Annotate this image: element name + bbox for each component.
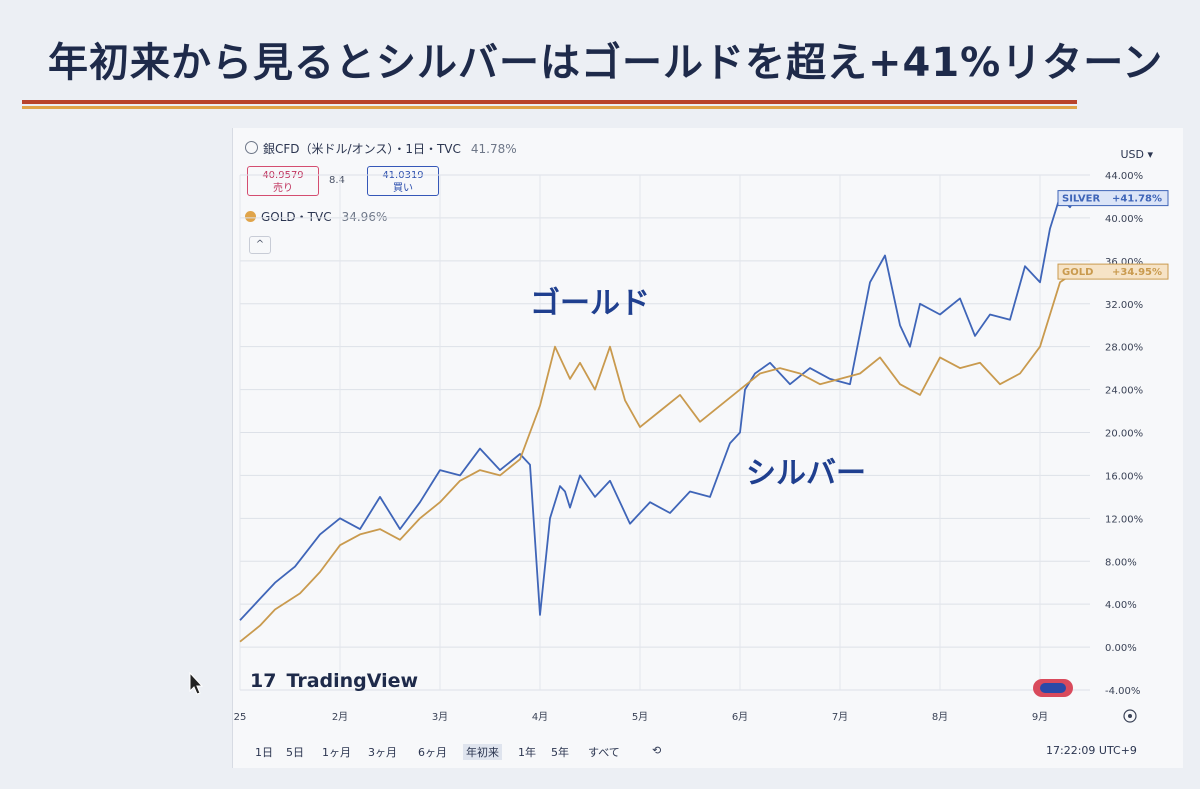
title-underline-red bbox=[22, 100, 1077, 104]
y-tick-label: 20.00% bbox=[1105, 429, 1143, 440]
series-end-tag bbox=[1057, 190, 1169, 207]
y-tick-label: 44.00% bbox=[1105, 171, 1143, 182]
chart-panel: 銀CFD（米ドル/オンス）・1日・TVC 41.78% USD ▾ 40.9579… bbox=[232, 128, 1183, 768]
range-button[interactable]: 1日 bbox=[255, 746, 273, 759]
market-flag-icon-inner bbox=[1040, 683, 1066, 693]
x-tick-label: 6月 bbox=[732, 711, 748, 723]
tradingview-logo-mark: 17 bbox=[250, 670, 277, 692]
x-tick-label: 3月 bbox=[432, 711, 448, 723]
range-button[interactable]: 5年 bbox=[551, 746, 569, 759]
currency-selector[interactable]: USD ▾ bbox=[1120, 148, 1153, 161]
series-end-value: +41.78% bbox=[1112, 194, 1162, 205]
x-tick-label: 8月 bbox=[932, 711, 948, 723]
collapse-icon[interactable]: ^ bbox=[249, 236, 271, 254]
range-button[interactable]: 1ヶ月 bbox=[322, 746, 351, 759]
y-tick-label: -4.00% bbox=[1105, 686, 1140, 697]
symbol-icon bbox=[245, 141, 258, 154]
tradingview-logo-text: TradingView bbox=[286, 670, 419, 692]
x-tick-label: 25 bbox=[234, 712, 247, 723]
main-symbol-header[interactable]: 銀CFD（米ドル/オンス）・1日・TVC 41.78% bbox=[245, 140, 517, 157]
title-underline-gold bbox=[22, 106, 1077, 109]
x-tick-label: 9月 bbox=[1032, 711, 1048, 723]
y-tick-label: 28.00% bbox=[1105, 343, 1143, 354]
annotation-silver: シルバー bbox=[746, 456, 866, 491]
range-button[interactable]: 6ヶ月 bbox=[418, 746, 447, 759]
range-button[interactable]: 年初来 bbox=[463, 744, 502, 760]
chevron-down-icon: ▾ bbox=[1147, 148, 1153, 161]
x-tick-label: 4月 bbox=[532, 711, 548, 723]
settings-gear-icon-center bbox=[1128, 714, 1132, 718]
sell-label: 売り bbox=[273, 183, 293, 194]
y-tick-label: 8.00% bbox=[1105, 557, 1137, 568]
buy-label: 買い bbox=[393, 183, 413, 194]
compare-symbol-header[interactable]: GOLD・TVC 34.96% bbox=[245, 208, 387, 225]
currency-label: USD bbox=[1120, 148, 1144, 161]
range-button[interactable]: 1年 bbox=[518, 746, 536, 759]
y-tick-label: 32.00% bbox=[1105, 300, 1143, 311]
slide-title: 年初来から見るとシルバーはゴールドを超え+41%リターン bbox=[48, 40, 1164, 86]
series-line-silver bbox=[239, 195, 1076, 621]
y-tick-label: 36.00% bbox=[1105, 257, 1143, 268]
spread-value: 8.4 bbox=[329, 175, 345, 186]
gold-symbol-icon bbox=[245, 211, 256, 222]
y-tick-label: 12.00% bbox=[1105, 514, 1143, 525]
main-symbol-label: 銀CFD（米ドル/オンス）・1日・TVC bbox=[263, 142, 461, 156]
annotation-gold: ゴールド bbox=[530, 286, 650, 321]
series-end-tag bbox=[1057, 263, 1169, 280]
series-name-label: GOLD bbox=[1062, 267, 1093, 278]
main-symbol-pct: 41.78% bbox=[470, 142, 517, 156]
series-line-gold bbox=[239, 271, 1076, 643]
date-range-icon[interactable]: ⟲ bbox=[652, 744, 662, 757]
x-tick-label: 2月 bbox=[332, 711, 348, 723]
compare-symbol-label: GOLD・TVC bbox=[261, 210, 332, 224]
y-tick-label: 4.00% bbox=[1105, 600, 1137, 611]
x-tick-label: 5月 bbox=[632, 711, 648, 723]
y-tick-label: 16.00% bbox=[1105, 471, 1143, 482]
y-tick-label: 40.00% bbox=[1105, 214, 1143, 225]
range-button[interactable]: 3ヶ月 bbox=[368, 746, 397, 759]
series-end-value: +34.95% bbox=[1112, 267, 1162, 278]
settings-gear-icon bbox=[1123, 709, 1137, 723]
clock: 17:22:09 UTC+9 bbox=[1046, 744, 1137, 757]
range-button[interactable]: すべて bbox=[588, 746, 620, 759]
mouse-cursor-icon bbox=[189, 672, 204, 695]
y-tick-label: 0.00% bbox=[1105, 643, 1137, 654]
compare-symbol-pct: 34.96% bbox=[341, 210, 388, 224]
tradingview-logo: 17 TradingView bbox=[250, 670, 418, 692]
x-tick-label: 7月 bbox=[832, 711, 848, 723]
range-button[interactable]: 5日 bbox=[286, 746, 304, 759]
series-name-label: SILVER bbox=[1062, 194, 1100, 205]
y-tick-label: 24.00% bbox=[1105, 386, 1143, 397]
